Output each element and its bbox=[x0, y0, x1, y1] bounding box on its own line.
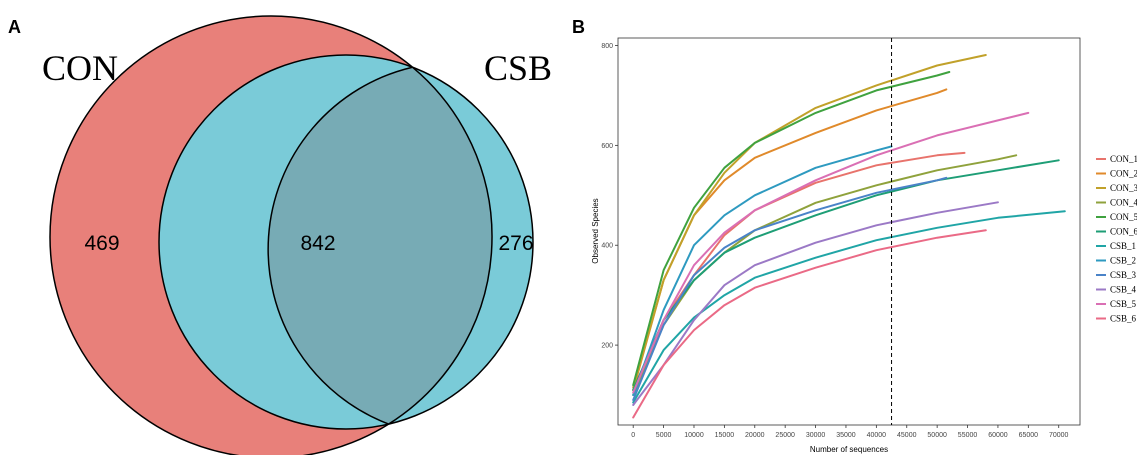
venn-count-intersection: 842 bbox=[300, 232, 335, 255]
y-tick-label: 200 bbox=[601, 343, 613, 350]
x-axis-label: Number of sequences bbox=[810, 445, 888, 454]
y-tick-label: 400 bbox=[601, 243, 613, 250]
legend-label: CON_5 bbox=[1110, 212, 1137, 222]
legend-label: CSB_6 bbox=[1110, 314, 1137, 324]
x-tick-label: 35000 bbox=[836, 432, 856, 439]
series-lines bbox=[632, 54, 1066, 419]
y-axis-ticks: 200 400 600 800 bbox=[601, 43, 618, 350]
x-tick-label: 25000 bbox=[775, 432, 795, 439]
venn-label-csb: CSB bbox=[484, 48, 552, 88]
legend-label: CSB_5 bbox=[1110, 299, 1137, 309]
x-tick-label: 45000 bbox=[897, 432, 917, 439]
series-line-csb-2 bbox=[632, 145, 893, 396]
legend-label: CSB_2 bbox=[1110, 256, 1136, 266]
x-tick-label: 20000 bbox=[745, 432, 765, 439]
legend-label: CON_3 bbox=[1110, 183, 1137, 193]
venn-label-con: CON bbox=[42, 48, 118, 88]
series-line-csb-1 bbox=[632, 210, 1066, 404]
x-tick-label: 30000 bbox=[806, 432, 826, 439]
x-axis-ticks: 0 5000 10000 15000 20000 25000 30000 35000 40000… bbox=[631, 425, 1069, 439]
panel-b-label: B bbox=[572, 17, 585, 37]
rarefaction-chart: 200 400 600 800 0 5000 10000 15000 20000 25000 30… bbox=[591, 37, 1137, 454]
venn-count-con-only: 469 bbox=[84, 232, 119, 255]
y-axis-label: Observed Species bbox=[591, 198, 600, 263]
x-tick-label: 70000 bbox=[1049, 432, 1069, 439]
x-tick-label: 0 bbox=[631, 432, 635, 439]
venn-diagram: CON CSB 469 842 276 bbox=[42, 15, 552, 455]
legend-label: CON_1 bbox=[1110, 154, 1137, 164]
series-line-con-5 bbox=[632, 71, 951, 387]
legend-label: CON_6 bbox=[1110, 227, 1137, 237]
legend-label: CSB_3 bbox=[1110, 270, 1137, 280]
series-line-con-3 bbox=[632, 54, 987, 389]
x-tick-label: 15000 bbox=[715, 432, 735, 439]
y-tick-label: 600 bbox=[601, 143, 613, 150]
x-tick-label: 10000 bbox=[684, 432, 704, 439]
legend-label: CON_4 bbox=[1110, 198, 1137, 208]
legend-label: CON_2 bbox=[1110, 169, 1137, 179]
series-line-csb-6 bbox=[632, 229, 987, 419]
series-line-csb-5 bbox=[632, 111, 1030, 394]
venn-count-csb-only: 276 bbox=[498, 232, 533, 255]
series-line-csb-3 bbox=[632, 176, 948, 401]
series-line-con-4 bbox=[632, 154, 1018, 396]
x-tick-label: 65000 bbox=[1019, 432, 1039, 439]
x-tick-label: 5000 bbox=[656, 432, 672, 439]
panel-a-label: A bbox=[8, 17, 21, 37]
x-tick-label: 50000 bbox=[927, 432, 947, 439]
y-tick-label: 800 bbox=[601, 43, 613, 50]
plot-frame bbox=[617, 37, 1081, 426]
legend-label: CSB_4 bbox=[1110, 285, 1137, 295]
series-line-csb-4 bbox=[632, 201, 999, 406]
legend-label: CSB_1 bbox=[1110, 241, 1136, 251]
x-tick-label: 60000 bbox=[988, 432, 1008, 439]
legend: CON_1 CON_2 CON_3 CON_4 CON_5 CON_6 CSB_1 CSB_2… bbox=[1096, 154, 1137, 324]
venn-intersection bbox=[267, 66, 493, 425]
x-tick-label: 55000 bbox=[958, 432, 978, 439]
x-tick-label: 40000 bbox=[867, 432, 887, 439]
